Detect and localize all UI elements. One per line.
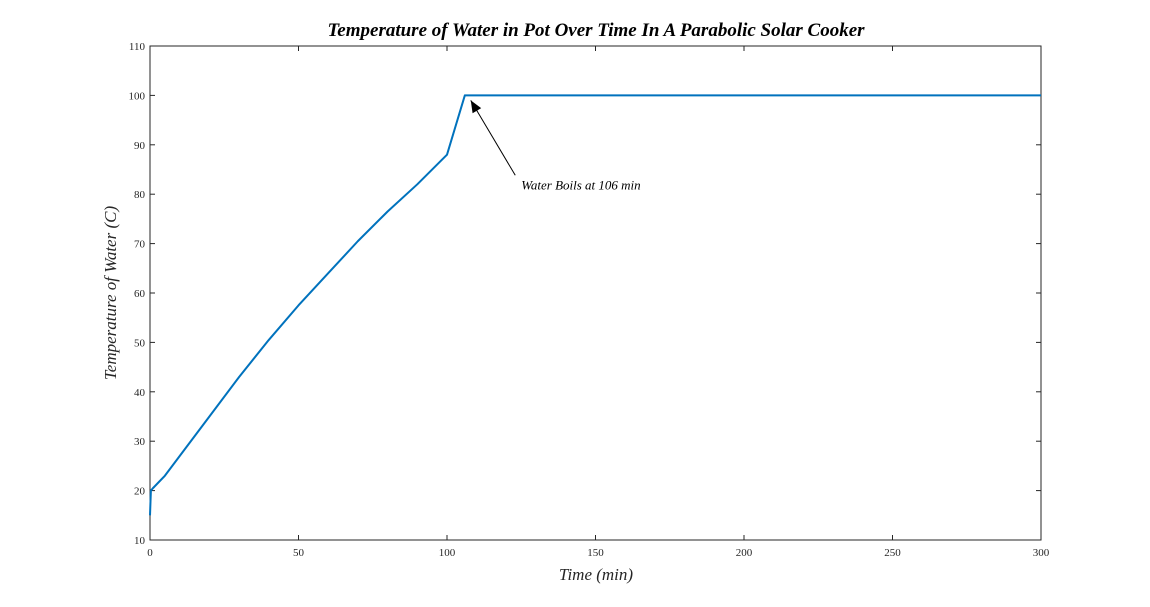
x-axis-label: Time (min)	[559, 565, 633, 584]
x-tick-label: 50	[293, 547, 305, 559]
y-tick-label: 60	[134, 288, 146, 300]
y-tick-label: 110	[129, 41, 146, 53]
x-tick-label: 250	[884, 547, 901, 559]
x-tick-label: 200	[736, 547, 753, 559]
series-line-0	[149, 94, 1041, 516]
y-tick-label: 100	[129, 90, 146, 102]
y-tick-label: 80	[134, 189, 146, 201]
annotation-text: Water Boils at 106 min	[521, 177, 640, 192]
y-tick-label: 90	[134, 140, 146, 152]
annotation-arrow-line	[470, 100, 516, 176]
x-tick-label: 150	[587, 547, 604, 559]
y-tick-label: 70	[134, 239, 146, 251]
axis-ticks: 0 50 100 150 200 250 300 10 20 30 40 50 60 70 80 90 100 1…	[129, 41, 1050, 559]
y-tick-label: 40	[134, 387, 146, 399]
x-tick-label: 300	[1033, 547, 1050, 559]
plot-area	[149, 45, 1042, 541]
y-axis-label: Temperature of Water (C)	[101, 206, 120, 381]
series-group	[149, 94, 1041, 516]
x-tick-label: 100	[439, 547, 456, 559]
chart-title: Temperature of Water in Pot Over Time In…	[327, 20, 865, 41]
y-tick-label: 20	[134, 486, 146, 498]
y-tick-label: 30	[134, 436, 146, 448]
y-tick-label: 50	[134, 337, 146, 349]
annotation-group: Water Boils at 106 min	[470, 100, 641, 192]
y-tick-label: 10	[134, 535, 146, 547]
annotation-arrow-head	[470, 100, 482, 114]
x-tick-label: 0	[147, 547, 153, 559]
